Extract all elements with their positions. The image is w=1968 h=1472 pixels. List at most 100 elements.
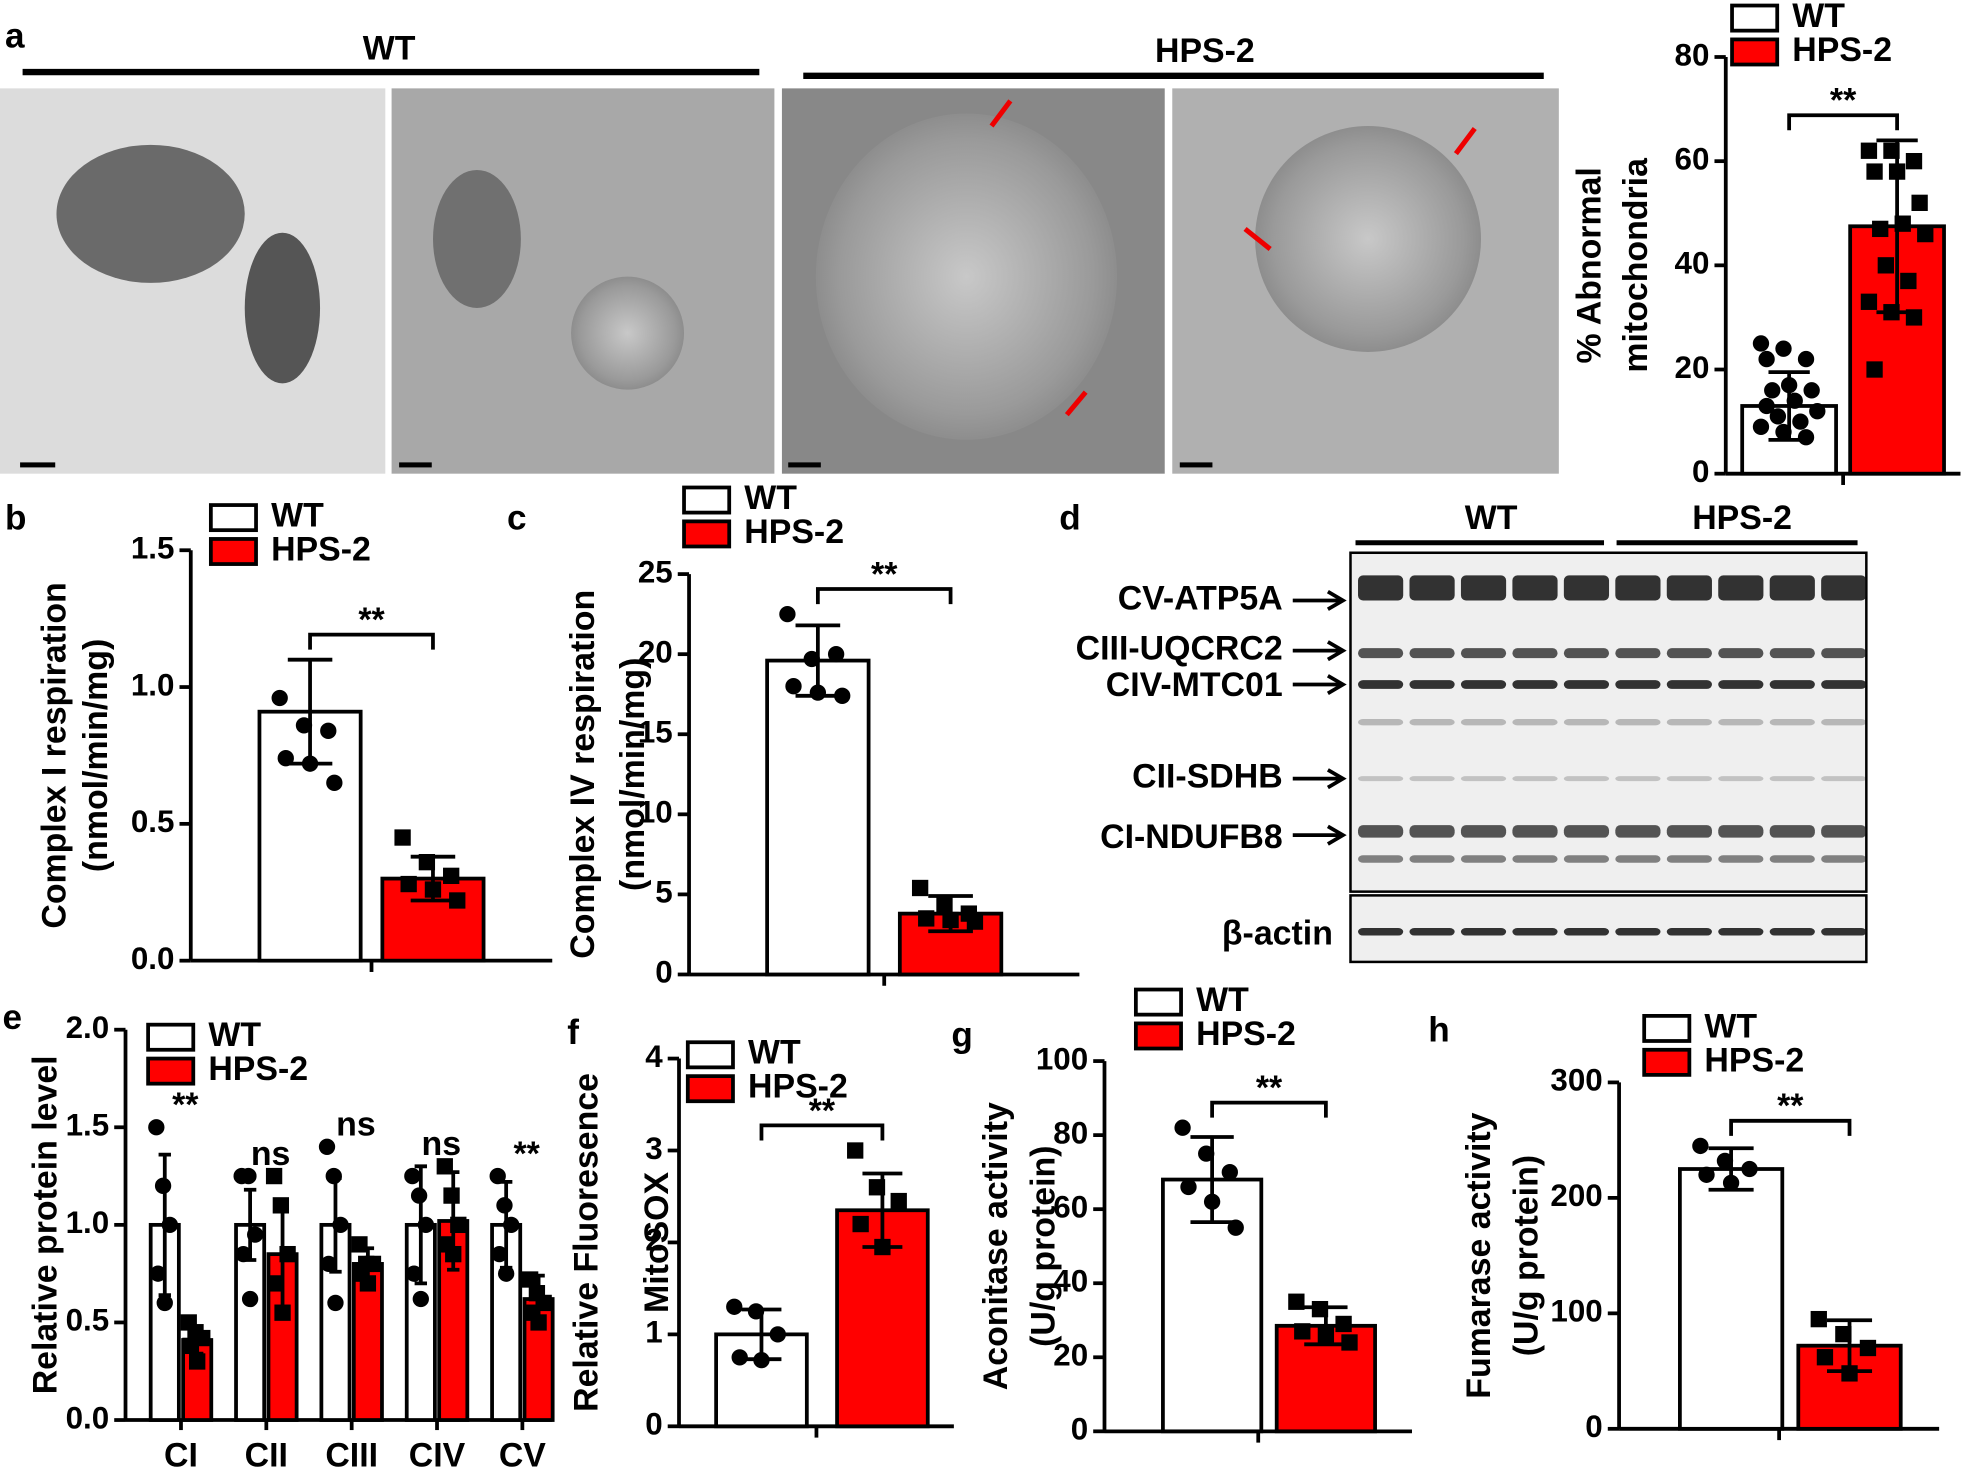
- y-tick-label: 3: [645, 1131, 662, 1166]
- blot-band: [1358, 680, 1404, 689]
- blot-band: [1460, 575, 1507, 601]
- blot-band: [1769, 680, 1815, 689]
- y-tick-label: 0: [645, 1407, 662, 1442]
- data-point: [1174, 1119, 1191, 1136]
- blot-band: [1512, 825, 1558, 838]
- data-point: [936, 895, 953, 913]
- significance: **: [1830, 82, 1857, 120]
- legend-swatch: [146, 1022, 196, 1052]
- y-tick-label: 1: [645, 1315, 662, 1350]
- bar-chart: 0 5 10 15 20 25 Complex IV respiration (nmol/mi…: [564, 479, 1080, 990]
- data-point: [1883, 304, 1900, 321]
- panel-letter: d: [1059, 498, 1080, 537]
- significance-bracket: [1210, 1100, 1328, 1118]
- scale-bar: [1179, 462, 1213, 468]
- significance-bracket: [1787, 113, 1899, 131]
- data-point: [1758, 350, 1775, 368]
- micrograph-detail: [1255, 126, 1482, 352]
- data-point: [1905, 309, 1923, 326]
- legend-label: WT: [744, 479, 797, 517]
- data-point: [1317, 1326, 1335, 1344]
- legend-swatch: [1730, 3, 1780, 33]
- blot-band: [1358, 776, 1404, 782]
- legend-label: HPS-2: [744, 513, 844, 551]
- data-point: [320, 722, 337, 739]
- blot-band: [1409, 776, 1455, 782]
- arrow: [1064, 390, 1088, 417]
- blot-band: [1718, 855, 1764, 863]
- y-tick-label: 80: [1053, 1115, 1088, 1150]
- data-point: [890, 1192, 907, 1210]
- bar: [765, 658, 871, 977]
- blot-band: [1769, 575, 1815, 601]
- data-point: [1816, 1349, 1834, 1366]
- data-point: [1227, 1219, 1244, 1236]
- legend-swatch: [208, 537, 258, 566]
- y-tick-label: 40: [1053, 1264, 1088, 1299]
- data-point: [154, 1177, 172, 1194]
- band-label: CII-SDHB: [1132, 758, 1283, 796]
- data-point: [1198, 1145, 1215, 1162]
- data-point: [1716, 1152, 1734, 1170]
- y-tick-label: 4: [645, 1039, 663, 1074]
- x-tick-label: CII: [245, 1437, 288, 1472]
- y-tick-label: 0: [1692, 454, 1709, 489]
- panel-letter: a: [5, 16, 25, 55]
- blot-band: [1666, 680, 1712, 689]
- y-tick-label: 1.0: [131, 667, 175, 702]
- blot-band: [1821, 719, 1867, 726]
- significance-bracket: [815, 587, 953, 605]
- legend-label: HPS-2: [1196, 1015, 1296, 1053]
- blot-band: [1563, 855, 1610, 863]
- blot-band: [1512, 680, 1558, 689]
- data-point: [1752, 418, 1770, 435]
- data-point: [1752, 335, 1770, 352]
- data-point: [295, 717, 313, 734]
- y-axis-label: Fumarase activity: [1460, 1112, 1498, 1398]
- significance: **: [172, 1086, 199, 1124]
- data-point: [1741, 1160, 1758, 1178]
- data-point: [450, 1216, 467, 1234]
- scale-bars: [20, 462, 1213, 468]
- blot-band: [1563, 575, 1610, 601]
- data-point: [320, 1255, 337, 1273]
- data-point: [241, 1290, 259, 1308]
- data-point: [404, 1167, 421, 1185]
- blot-band: [1615, 719, 1661, 726]
- arrow: [1453, 127, 1477, 156]
- blot-band: [1460, 648, 1507, 659]
- blot-band: [1615, 928, 1661, 936]
- blot-band: [1821, 776, 1867, 782]
- data-point: [1917, 225, 1934, 243]
- blot-band: [1358, 825, 1404, 838]
- y-axis-label: (U/g protein): [1508, 1155, 1546, 1356]
- blot-band: [1358, 648, 1404, 659]
- y-tick-label: 1.5: [66, 1108, 110, 1143]
- legend-swatch: [1133, 987, 1183, 1017]
- data-point: [1792, 413, 1809, 430]
- y-tick-label: 0.0: [131, 941, 175, 976]
- legend-label: WT: [748, 1034, 801, 1072]
- significance: **: [871, 555, 898, 593]
- data-point: [272, 1197, 290, 1214]
- y-axis-label: Aconitase activity: [977, 1102, 1015, 1390]
- blot-band: [1512, 855, 1558, 863]
- data-point: [327, 1294, 344, 1312]
- micrograph-detail: [244, 232, 321, 384]
- data-point: [521, 1271, 539, 1288]
- arrow-head: [1326, 824, 1347, 846]
- panel-letter: h: [1428, 1010, 1449, 1049]
- data-point: [1722, 1174, 1740, 1192]
- blot-band: [1460, 855, 1507, 863]
- blot-group: HPS-2: [1692, 499, 1792, 537]
- blot-band: [1460, 825, 1507, 838]
- data-point: [753, 1351, 770, 1369]
- data-point: [161, 1216, 178, 1234]
- band-label: CV-ATP5A: [1118, 579, 1283, 617]
- significance: **: [358, 601, 385, 639]
- blot-band: [1409, 928, 1455, 936]
- data-point: [318, 1138, 336, 1155]
- blot-band: [1512, 575, 1558, 601]
- blot-band: [1821, 680, 1867, 689]
- blot-group: WT: [1465, 499, 1518, 537]
